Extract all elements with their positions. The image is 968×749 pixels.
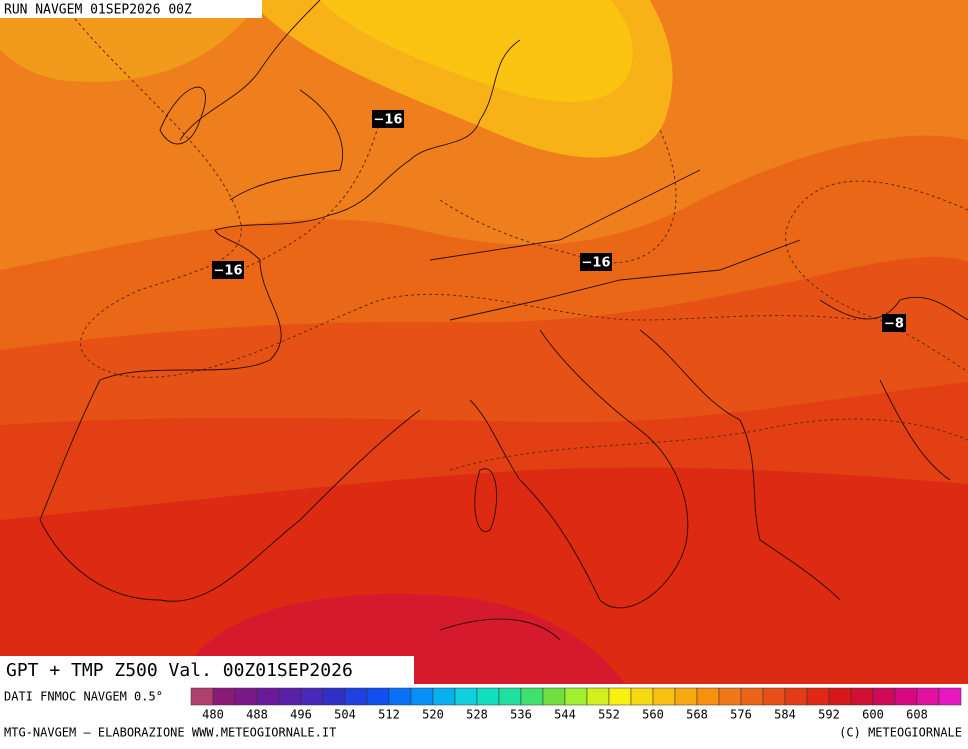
colorbar-swatch [674, 687, 698, 706]
colorbar-swatch [410, 687, 434, 706]
colorbar-swatch [784, 687, 808, 706]
colorbar-swatch [608, 687, 632, 706]
source-label: DATI FNMOC NAVGEM 0.5° [4, 690, 163, 704]
footer-right: (C) METEOGIORNALE [839, 726, 962, 740]
header-box [0, 0, 262, 18]
label-box [212, 261, 244, 279]
coastline [39, 379, 421, 602]
colorbar-swatch [630, 687, 654, 706]
colorbar-label: 488 [246, 708, 268, 722]
colorbar-swatch [938, 687, 962, 706]
contour-label: −8 [884, 317, 904, 332]
run-label: RUN NAVGEM 01SEP2026 00Z [4, 3, 192, 18]
field-band [320, 0, 633, 102]
coastline [819, 296, 968, 481]
map [0, 0, 968, 684]
colorbar-swatch [344, 687, 368, 706]
isotherm [239, 119, 381, 271]
isotherms [59, 0, 968, 471]
coastline [469, 329, 689, 609]
colorbar-label: 520 [422, 708, 444, 722]
colorbar-swatch [652, 687, 676, 706]
colorbar-label: 576 [730, 708, 752, 722]
colorbar-label: 560 [642, 708, 664, 722]
field-band [0, 0, 260, 82]
border [429, 169, 801, 321]
colorbar-swatch [190, 687, 214, 706]
colorbar-label: 504 [334, 708, 356, 722]
colorbar-swatch [916, 687, 940, 706]
colorbar-swatch [542, 687, 566, 706]
colorbar-label: 544 [554, 708, 576, 722]
colorbar-label: 600 [862, 708, 884, 722]
colorbar: 480 488 496 504 512 520 528 536 544 552 560 568 576 5… [190, 687, 962, 722]
contour-label: −16 [214, 264, 243, 279]
colorbar-swatch [256, 687, 280, 706]
colorbar-swatch [564, 687, 588, 706]
coastlines [39, 0, 968, 641]
footer-left: MTG-NAVGEM – ELABORAZIONE WWW.METEOGIORN… [4, 726, 336, 740]
contour-label: −16 [582, 256, 611, 271]
colorbar-label: 568 [686, 708, 708, 722]
colorbar-swatch [872, 687, 896, 706]
colorbar-label: 512 [378, 708, 400, 722]
colorbar-swatch [586, 687, 610, 706]
colorbar-swatch [366, 687, 390, 706]
colorbar-label: 528 [466, 708, 488, 722]
isotherm [449, 418, 968, 471]
colorbar-swatch [850, 687, 874, 706]
label-box [580, 253, 612, 271]
isotherm [785, 180, 968, 373]
colorbar-label: 608 [906, 708, 928, 722]
colorbar-swatch [718, 687, 742, 706]
colorbar-swatch [498, 687, 522, 706]
coastline [639, 329, 841, 601]
colorbar-swatch [762, 687, 786, 706]
colorbar-swatch [432, 687, 456, 706]
colorbar-label: 584 [774, 708, 796, 722]
colorbar-swatch [322, 687, 346, 706]
colorbar-swatch [828, 687, 852, 706]
map-title: GPT + TMP Z500 Val. 00Z01SEP2026 [6, 660, 353, 681]
label-box [882, 314, 906, 332]
colorbar-swatch [212, 687, 236, 706]
colorbar-swatch [454, 687, 478, 706]
colorbar-swatch [520, 687, 544, 706]
label-box [372, 110, 404, 128]
colorbar-label: 480 [202, 708, 224, 722]
colorbar-label: 536 [510, 708, 532, 722]
colorbar-swatch [388, 687, 412, 706]
colorbar-swatch [300, 687, 324, 706]
colorbar-swatch [740, 687, 764, 706]
coastline [179, 0, 344, 201]
colorbar-label: 592 [818, 708, 840, 722]
coastline [439, 468, 561, 641]
isotherm [59, 0, 861, 378]
contour-label: −16 [374, 113, 403, 128]
colorbar-swatch [894, 687, 918, 706]
colorbar-swatch [476, 687, 500, 706]
colorbar-label: 496 [290, 708, 312, 722]
colorbar-label: 552 [598, 708, 620, 722]
colorbar-swatch [234, 687, 258, 706]
colorbar-swatch [278, 687, 302, 706]
title-box [0, 656, 414, 684]
coastline [99, 39, 521, 381]
coastline [159, 86, 206, 145]
colorbar-swatch [806, 687, 830, 706]
colorbar-swatch [696, 687, 720, 706]
